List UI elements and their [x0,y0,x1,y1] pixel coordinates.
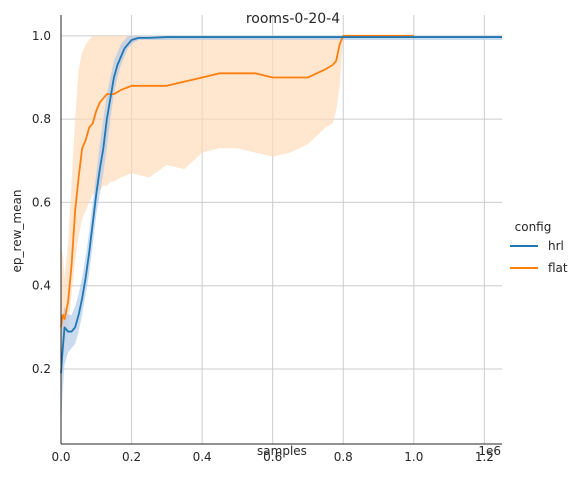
legend-label-flat: flat [548,261,568,275]
x-tick-label: 0.2 [122,450,141,464]
legend-label-hrl: hrl [548,239,564,253]
legend-item-hrl: hrl [510,239,564,253]
y-tick-label: 0.2 [32,362,51,376]
y-tick-label: 0.4 [32,279,51,293]
y-tick-labels: 0.2 0.4 0.6 0.8 1.0 [32,29,51,376]
x-tick-label: 0.0 [51,450,70,464]
confidence-band-flat [61,35,414,403]
legend: config hrl flat [510,220,568,275]
x-tick-label: 1.0 [404,450,423,464]
x-tick-label: 0.4 [193,450,212,464]
x-axis-offset-text: 1e6 [478,444,501,458]
x-tick-label: 1.2 [475,450,494,464]
y-tick-label: 1.0 [32,29,51,43]
y-tick-label: 0.6 [32,195,51,209]
confidence-bands [61,35,502,428]
x-tick-label: 0.6 [263,450,282,464]
series-line-hrl [60,36,502,374]
y-tick-label: 0.8 [32,112,51,126]
x-tick-label: 0.8 [334,450,353,464]
legend-items: hrl flat [510,239,568,275]
legend-item-flat: flat [510,261,568,275]
series-line-flat [60,34,414,328]
legend-title: config [515,220,552,234]
y-axis-label: ep_rew_mean [10,190,24,273]
x-axis-label: samples [257,444,307,458]
x-tick-labels: 0.0 0.2 0.4 0.6 0.8 1.0 1.2 [51,450,493,464]
series-lines [60,34,502,374]
chart-title: rooms-0-20-4 [246,11,340,27]
axes [60,15,502,445]
